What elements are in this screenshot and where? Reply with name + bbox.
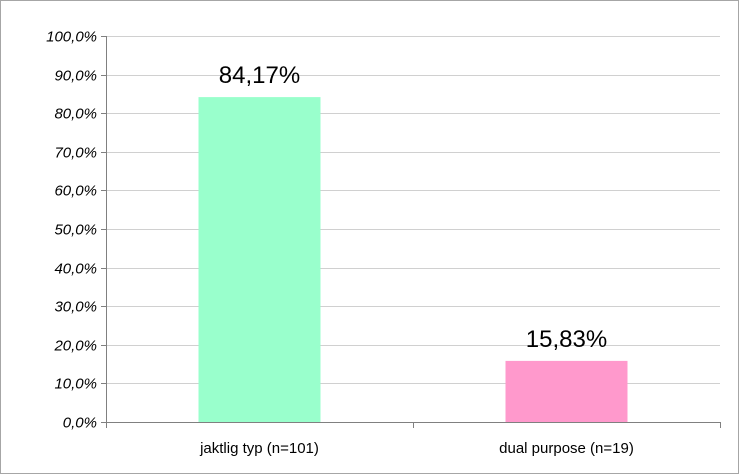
y-tick-label: 90,0%	[54, 68, 97, 85]
x-category-label: jaktlig typ (n=101)	[199, 440, 319, 457]
labels: 0,0% 10,0% 20,0% 30,0% 40,0% 50,0% 60,0% 70,0% 8…	[46, 29, 634, 458]
y-tick-label: 80,0%	[54, 106, 97, 123]
axes	[101, 36, 721, 428]
y-tick-label: 60,0%	[54, 183, 97, 200]
data-label: 84,17%	[219, 62, 300, 89]
y-tick-label: 10,0%	[54, 376, 97, 393]
y-tick-label: 40,0%	[54, 261, 97, 278]
y-tick-label: 0,0%	[63, 415, 97, 432]
bar	[505, 360, 628, 422]
data-label: 15,83%	[526, 326, 607, 353]
y-tick-label: 20,0%	[53, 338, 97, 355]
x-category-label: dual purpose (n=19)	[499, 440, 634, 457]
bar	[198, 97, 321, 423]
y-tick-label: 50,0%	[54, 222, 97, 239]
y-tick-label: 70,0%	[54, 145, 97, 162]
bars	[198, 97, 628, 423]
y-tick-label: 100,0%	[46, 29, 97, 46]
y-tick-label: 30,0%	[54, 299, 97, 316]
